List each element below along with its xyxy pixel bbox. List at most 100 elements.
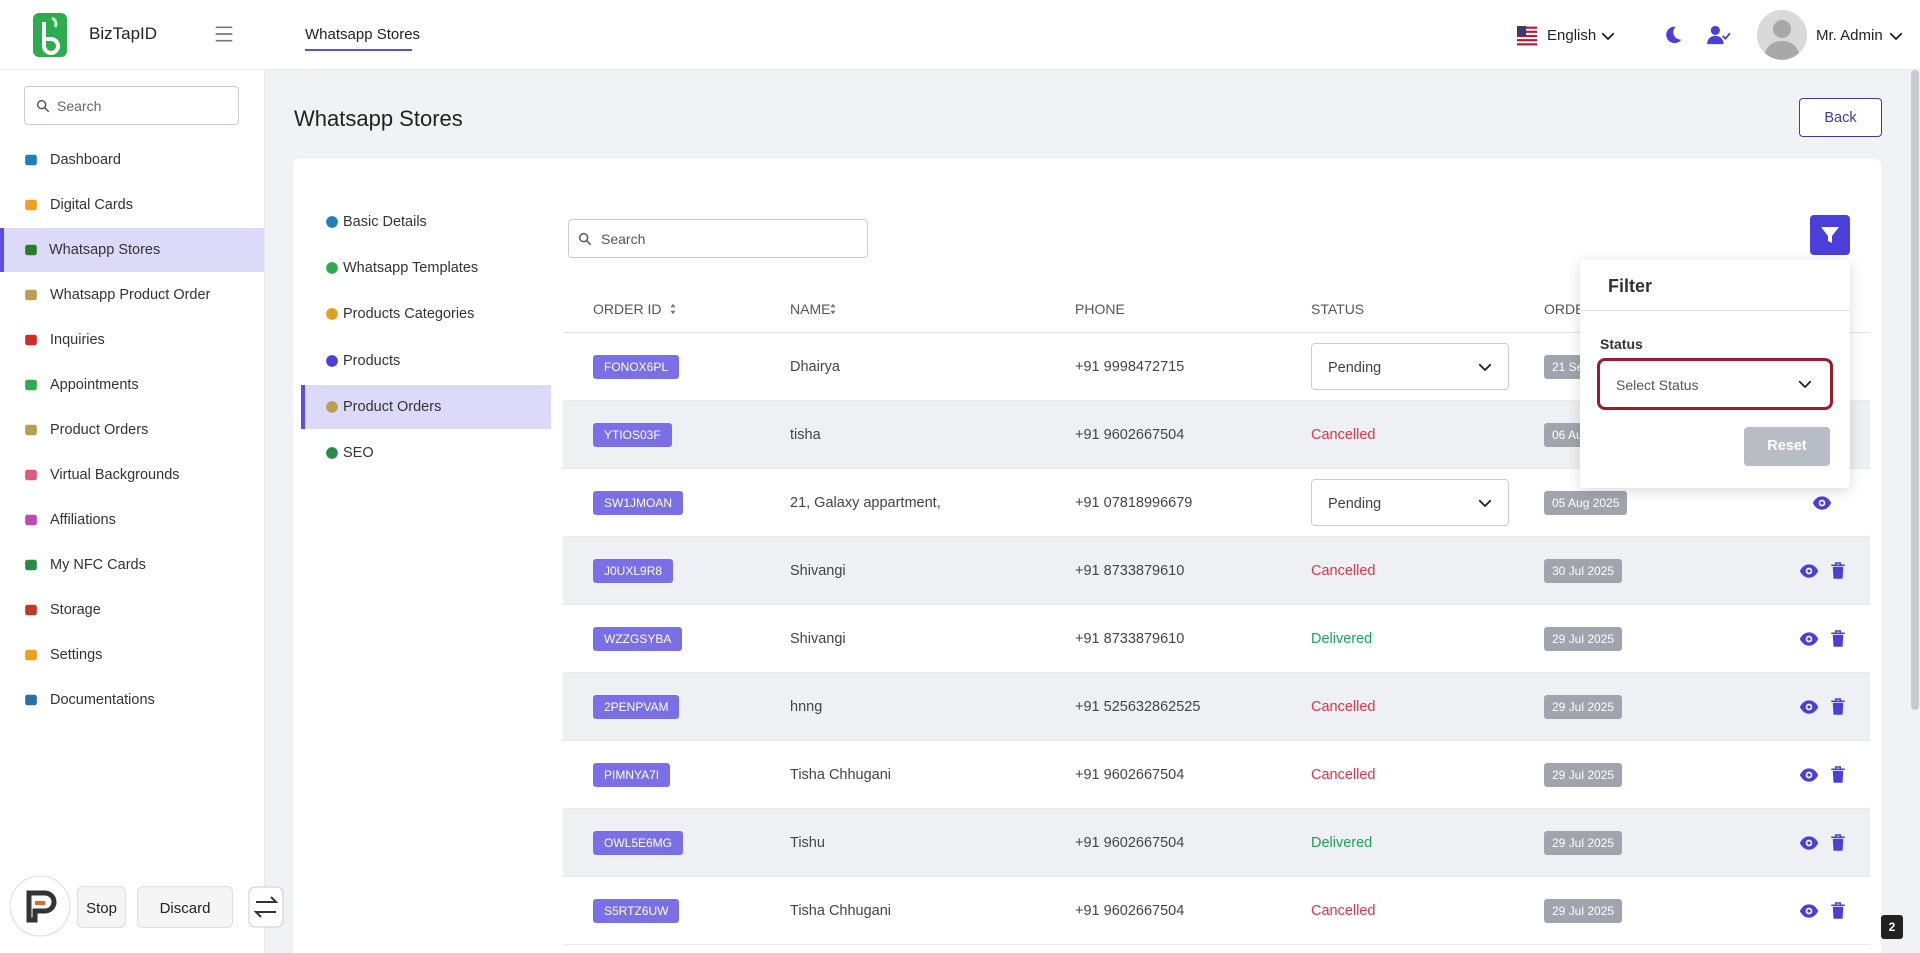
theme-toggle[interactable] bbox=[1662, 24, 1684, 46]
reset-button[interactable]: Reset bbox=[1744, 427, 1830, 466]
sidebar-item[interactable]: Settings bbox=[0, 633, 264, 677]
icon-part bbox=[25, 379, 37, 391]
status-select[interactable]: Pending bbox=[1311, 343, 1509, 390]
view-icon[interactable] bbox=[1798, 765, 1820, 785]
icon-part bbox=[215, 26, 233, 42]
icon-part bbox=[25, 514, 37, 526]
sidebar-item[interactable]: Whatsapp Stores bbox=[0, 228, 264, 272]
menu-toggle[interactable] bbox=[213, 24, 235, 44]
tab-label: Whatsapp Templates bbox=[343, 260, 479, 277]
tab-item[interactable]: Products Categories bbox=[301, 292, 551, 336]
customer-name: Tishu bbox=[790, 835, 825, 851]
icon-part bbox=[326, 216, 338, 228]
user-icon[interactable] bbox=[1706, 24, 1732, 46]
sidebar-search[interactable]: Search bbox=[24, 86, 239, 125]
sidebar-item[interactable]: Product Orders bbox=[0, 408, 264, 452]
sidebar-label: Digital Cards bbox=[50, 197, 133, 213]
sidebar-icon bbox=[24, 153, 38, 167]
filter-button[interactable] bbox=[1810, 215, 1850, 255]
sidebar-icon bbox=[24, 693, 38, 707]
status: Pending bbox=[1328, 496, 1382, 512]
view-icon[interactable] bbox=[1798, 901, 1820, 921]
column-header[interactable]: NAME bbox=[790, 301, 831, 317]
order-id-badge: WZZGSYBA bbox=[593, 627, 683, 651]
status: Cancelled bbox=[1311, 903, 1376, 919]
tab-item[interactable]: SEO bbox=[301, 431, 551, 475]
sidebar-item[interactable]: Digital Cards bbox=[0, 183, 264, 227]
icon-part bbox=[1807, 569, 1811, 573]
filter-divider bbox=[1580, 310, 1850, 311]
sidebar-icon bbox=[24, 603, 38, 617]
status-filter-select[interactable]: Select Status bbox=[1597, 358, 1833, 410]
status: Pending bbox=[1328, 360, 1382, 376]
tab-item[interactable]: Product Orders bbox=[301, 384, 551, 429]
sidebar-label: Whatsapp Stores bbox=[49, 242, 161, 258]
delete-icon[interactable] bbox=[1829, 696, 1847, 717]
view-icon[interactable] bbox=[1798, 833, 1820, 853]
icon-part bbox=[586, 240, 592, 246]
icon-part bbox=[1707, 25, 1731, 45]
icon-part bbox=[1831, 834, 1845, 851]
order-id: WZZGSYBA bbox=[604, 632, 672, 646]
icon-part bbox=[1831, 902, 1845, 906]
flag-icon bbox=[1517, 26, 1537, 46]
sidebar-item[interactable]: My NFC Cards bbox=[0, 543, 264, 587]
tab-label: Basic Details bbox=[343, 214, 427, 230]
sidebar-item[interactable]: Dashboard bbox=[0, 138, 264, 182]
order-date: 29 Jul 2025 bbox=[1552, 904, 1615, 918]
order-id-badge: FONOX6PL bbox=[593, 355, 680, 379]
stop-button[interactable]: Stop bbox=[77, 886, 126, 928]
order-id: YTIOS03F bbox=[604, 428, 661, 442]
table-search[interactable]: Search bbox=[568, 219, 868, 258]
sidebar-item[interactable]: Appointments bbox=[0, 363, 264, 407]
sidebar-icon bbox=[24, 648, 38, 662]
delete-icon[interactable] bbox=[1829, 832, 1847, 853]
user-name[interactable]: Mr. Admin bbox=[1816, 27, 1883, 44]
back-button[interactable]: Back bbox=[1799, 98, 1882, 137]
icon-part bbox=[1831, 562, 1845, 566]
view-icon[interactable] bbox=[1798, 561, 1820, 581]
phone: +91 07818996679 bbox=[1075, 495, 1193, 511]
sidebar-item[interactable]: Whatsapp Product Order bbox=[0, 273, 264, 317]
header-tab[interactable]: Whatsapp Stores bbox=[305, 26, 421, 43]
sidebar-item[interactable]: Storage bbox=[0, 588, 264, 632]
status-select[interactable]: Pending bbox=[1311, 479, 1509, 526]
delete-icon[interactable] bbox=[1829, 560, 1847, 581]
sidebar-item[interactable]: Inquiries bbox=[0, 318, 264, 362]
view-icon[interactable] bbox=[1798, 697, 1820, 717]
icon-part bbox=[1799, 836, 1819, 850]
icon-part bbox=[326, 447, 338, 459]
icon-part bbox=[326, 262, 338, 275]
icon-part bbox=[1831, 766, 1845, 783]
icon-part bbox=[1832, 566, 1844, 579]
view-icon[interactable] bbox=[1798, 629, 1820, 649]
tab-item[interactable]: Products bbox=[301, 339, 551, 383]
icon-part bbox=[253, 896, 279, 918]
customer-name: 21, Galaxy appartment, bbox=[790, 495, 941, 511]
view-icon[interactable] bbox=[1811, 493, 1833, 513]
order-id: PIMNYA7I bbox=[604, 768, 660, 782]
avatar[interactable] bbox=[1757, 10, 1807, 60]
icon-part bbox=[25, 424, 37, 436]
phone: +91 9602667504 bbox=[1075, 427, 1185, 443]
language[interactable]: English bbox=[1547, 27, 1597, 44]
order-id: OWL5E6MG bbox=[604, 836, 673, 850]
tab-item[interactable]: Basic Details bbox=[301, 200, 551, 244]
sidebar-item[interactable]: Documentations bbox=[0, 678, 264, 722]
discard-button[interactable]: Discard bbox=[137, 886, 233, 928]
table-row: OWL5E6MG Tishu +91 9602667504 Delivered 29 J… bbox=[563, 809, 1870, 877]
phone: +91 9998472715 bbox=[1075, 359, 1185, 375]
delete-icon[interactable] bbox=[1829, 628, 1847, 649]
sidebar-item[interactable]: Affiliations bbox=[0, 498, 264, 542]
sidebar-item[interactable]: Virtual Backgrounds bbox=[0, 453, 264, 497]
icon-part bbox=[1821, 227, 1839, 243]
tab-item[interactable]: Whatsapp Templates bbox=[301, 246, 551, 290]
customer-name: Shivangi bbox=[790, 563, 846, 579]
delete-icon[interactable] bbox=[1829, 764, 1847, 785]
delete-icon[interactable] bbox=[1829, 900, 1847, 921]
search-icon bbox=[577, 231, 593, 247]
swap-button[interactable] bbox=[248, 886, 284, 928]
recorder-logo[interactable] bbox=[9, 875, 71, 937]
column-header[interactable]: ORDER ID bbox=[593, 301, 662, 317]
